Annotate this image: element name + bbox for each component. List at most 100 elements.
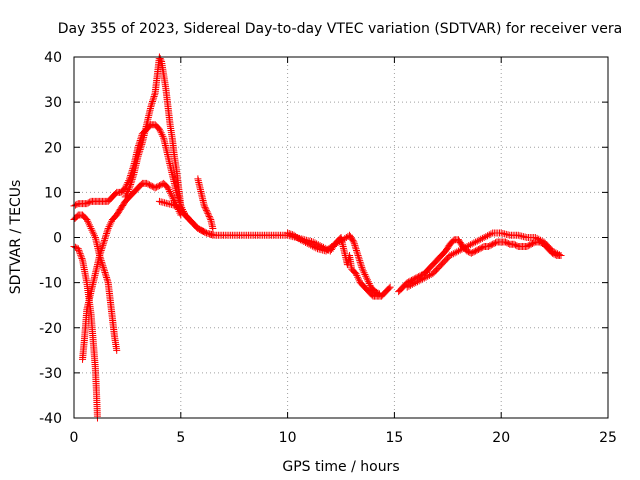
data-point [100,238,108,246]
data-point [484,232,492,240]
data-point [451,249,459,257]
data-point [529,240,537,248]
data-point [75,248,83,256]
y-axis-label: SDTVAR / TECUs [8,180,24,295]
data-point [202,205,210,213]
data-point [91,232,99,240]
data-point [209,224,217,232]
data-point [305,240,313,248]
x-tick-label: 10 [279,430,297,446]
x-tick-label: 5 [176,430,185,446]
data-point [456,246,464,254]
data-point [375,290,383,298]
data-point [403,283,411,291]
data-point [154,182,162,190]
data-point [104,224,112,232]
grid [74,57,608,418]
data-point [480,234,488,241]
data-point [358,265,366,273]
data-point [354,250,362,258]
data-point [463,243,471,251]
data-point [487,241,495,249]
data-point [147,182,155,190]
data-point [350,240,358,248]
data-point [555,251,563,259]
data-point [526,241,534,249]
data-point [356,257,364,265]
data-point [487,230,495,238]
data-point [148,98,156,106]
data-point [363,274,371,282]
data-point [153,183,161,191]
data-point [86,198,94,206]
data-point [98,243,106,251]
data-point [147,103,155,111]
data-point [134,152,142,160]
data-point [511,241,519,249]
data-point [196,225,204,233]
data-point [527,240,535,248]
data-point [548,247,556,255]
data-point [422,273,430,281]
data-point [354,252,362,260]
data-point [157,129,165,137]
data-point [103,275,111,283]
data-point [149,96,157,104]
data-point [478,234,486,242]
x-tick-label: 25 [599,430,617,446]
data-point [365,280,373,288]
data-point [410,280,418,288]
data-point [76,250,84,258]
data-point [537,236,545,244]
y-tick-label: -30 [39,366,62,382]
data-point [385,284,393,292]
data-point [147,101,155,109]
data-point [490,240,498,248]
data-point [332,239,340,247]
data-point [100,236,108,244]
data-point [533,234,541,242]
data-point [194,224,202,232]
data-point [472,238,480,246]
data-point [156,55,164,63]
data-point [84,199,92,207]
data-point [166,187,174,195]
data-point [453,248,461,256]
data-point [352,246,360,254]
data-point [201,203,209,211]
data-point [104,226,112,234]
data-point [103,230,111,238]
data-point [128,175,136,183]
data-point [308,242,316,250]
data-point [129,172,137,180]
data-point [476,245,484,253]
y-tick-label: -10 [39,276,62,292]
data-point [374,289,382,297]
x-tick-label: 15 [385,430,403,446]
data-point [409,276,417,284]
series-trace-5 [121,53,198,228]
data-point [467,249,475,257]
data-point [474,246,482,254]
data-point [159,132,167,140]
data-point [331,240,339,248]
y-tick-label: 40 [44,50,62,66]
data-point [136,146,144,154]
data-point [99,262,107,270]
data-point [90,230,98,238]
data-point [88,226,96,234]
data-point [201,228,209,236]
data-point [71,243,79,251]
data-point [470,248,478,256]
data-point [482,233,490,241]
data-point [288,231,296,239]
data-point [446,252,454,260]
data-point [504,240,512,248]
y-tick-label: 0 [53,231,62,247]
data-point [492,239,500,247]
data-point [448,251,456,259]
data-point [151,184,159,192]
data-point [157,56,165,64]
data-point [122,191,130,199]
data-point [465,242,473,250]
